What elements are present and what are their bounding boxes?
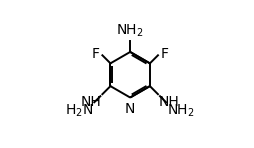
Text: NH: NH (81, 95, 101, 109)
Text: F: F (91, 47, 100, 61)
Text: NH: NH (159, 95, 180, 109)
Text: NH$_2$: NH$_2$ (167, 103, 195, 119)
Text: NH$_2$: NH$_2$ (116, 22, 144, 39)
Text: F: F (161, 47, 169, 61)
Text: N: N (125, 102, 135, 116)
Text: H$_2$N: H$_2$N (65, 103, 93, 119)
